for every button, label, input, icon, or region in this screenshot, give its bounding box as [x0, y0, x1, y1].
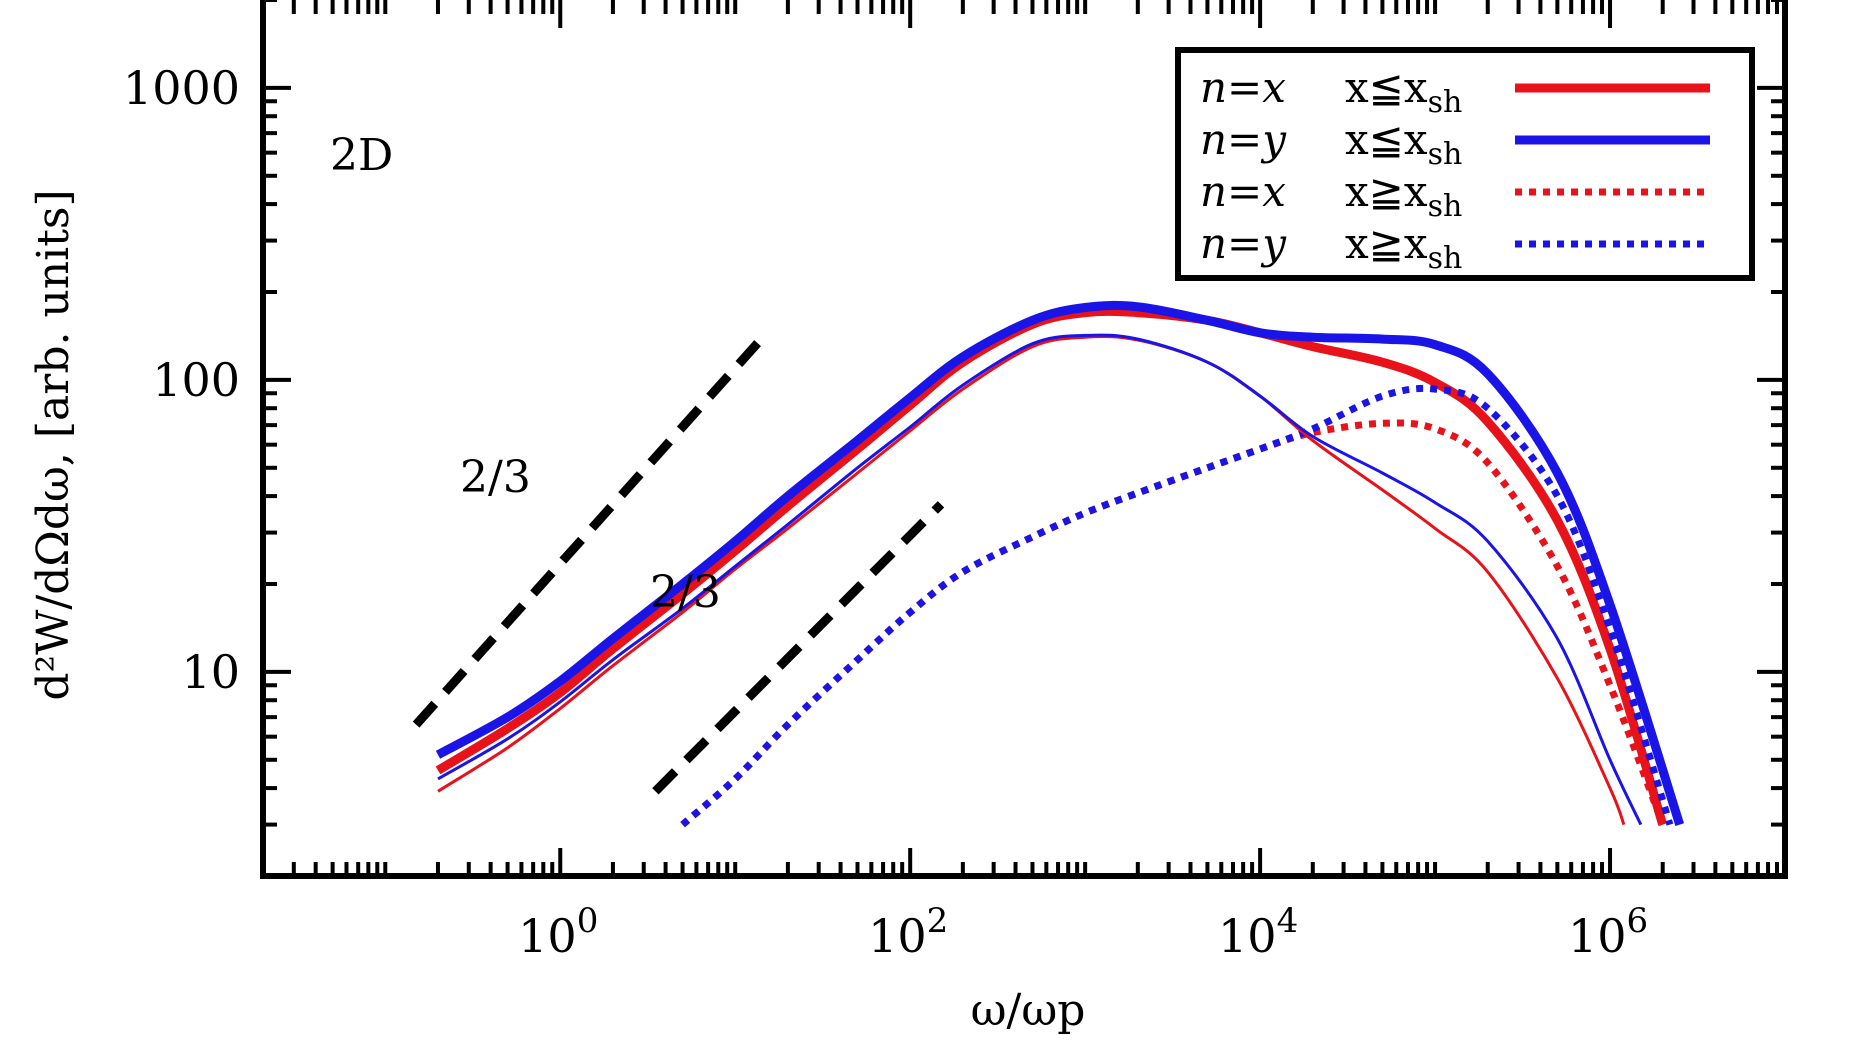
x-tick-label: 100	[518, 901, 598, 963]
legend-condition: x≦xsh	[1345, 63, 1462, 120]
legend: n=x x≦xsh n=y x≦xsh n=x x≧xsh n=y x≧xsh	[1175, 47, 1755, 281]
series-line-7	[652, 501, 945, 795]
series-line-4	[437, 334, 1626, 826]
legend-condition: x≦xsh	[1345, 115, 1462, 172]
series-line-1	[435, 300, 1684, 826]
series-line-5	[437, 333, 1643, 826]
y-tick-label: 1000	[123, 61, 240, 115]
x-axis-title: ω/ωp	[971, 985, 1086, 1036]
legend-condition: x≧xsh	[1345, 167, 1462, 224]
slope-annotation-lower: 2/3	[650, 567, 721, 618]
y-tick-labels: 10 100 1000	[123, 61, 240, 699]
legend-label: n=x	[1200, 63, 1286, 112]
y-tick-label: 10	[181, 645, 240, 699]
plot-frame	[260, 0, 1788, 879]
legend-label: n=y	[1200, 115, 1287, 164]
legend-condition: x≧xsh	[1345, 219, 1462, 276]
series-line-0	[435, 306, 1668, 826]
y-axis-title: d²W/dΩdω, [arb. units]	[28, 189, 79, 700]
x-tick-labels: 100 102 104 106	[518, 901, 1648, 963]
x-tick-label: 106	[1568, 901, 1648, 963]
x-tick-label: 102	[868, 901, 948, 963]
legend-label: n=y	[1200, 219, 1287, 268]
legend-label: n=x	[1200, 167, 1286, 216]
x-tick-label: 104	[1218, 901, 1298, 963]
y-tick-label: 100	[152, 353, 240, 407]
legend-entries: n=x x≦xsh n=y x≦xsh n=x x≧xsh n=y x≧xsh	[1200, 63, 1710, 276]
ticks-layer	[261, 0, 1787, 878]
series-layer	[412, 300, 1684, 828]
slope-annotation-upper: 2/3	[460, 452, 531, 503]
panel-label: 2D	[330, 130, 393, 181]
series-line-3	[680, 384, 1674, 828]
